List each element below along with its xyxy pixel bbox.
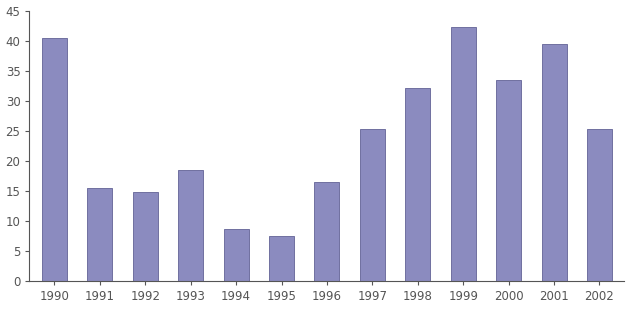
Bar [405,87,430,281]
Bar [314,182,340,281]
Bar [496,80,521,281]
Bar [133,192,158,281]
Bar [269,236,294,281]
Bar [42,38,67,281]
Bar [88,188,112,281]
Bar [224,229,249,281]
Bar [587,129,612,281]
Bar [178,170,203,281]
Bar [542,44,566,281]
Bar [450,27,476,281]
Bar [360,129,385,281]
